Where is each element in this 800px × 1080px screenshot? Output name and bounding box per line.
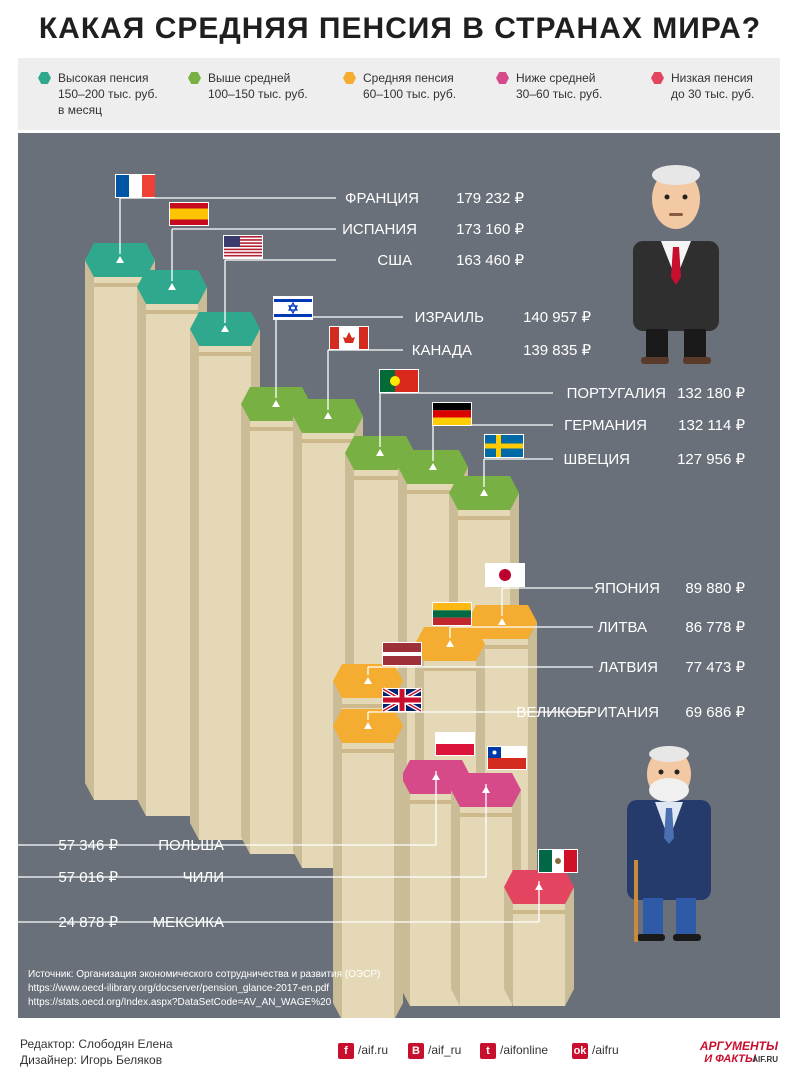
country-label: ИСПАНИЯ [342, 221, 417, 238]
page-title: КАКАЯ СРЕДНЯЯ ПЕНСИЯ В СТРАНАХ МИРА? [38, 12, 762, 45]
value-label: 173 160 ₽ [456, 221, 524, 238]
flag-icon [329, 326, 369, 350]
country-label: ФРАНЦИЯ [345, 190, 419, 207]
hexagon-icon [651, 72, 664, 84]
value-label: 69 686 ₽ [685, 704, 745, 721]
country-label: ВЕЛИКОБРИТАНИЯ [516, 704, 659, 721]
value-label: 57 016 ₽ [58, 869, 118, 886]
social-link[interactable]: t/aifonline [480, 1043, 548, 1061]
pension-chart: ФРАНЦИЯ 179 232 ₽ ИСПАНИЯ 173 160 ₽ США 163 4… [18, 165, 745, 1018]
country-label: ПОРТУГАЛИЯ [567, 385, 666, 402]
country-label: МЕКСИКА [153, 914, 224, 931]
hexagon-icon [496, 72, 509, 84]
aif-logo: АРГУМЕНТЫ И ФАКТЫ AIF.RU [699, 1039, 779, 1065]
flag-icon [484, 434, 524, 458]
source-line-3: https://stats.oecd.org/Index.aspx?DataSe… [28, 997, 332, 1008]
flag-icon [382, 642, 422, 666]
source-note: Источник: Организация экономического сот… [28, 968, 728, 1010]
value-label: 139 835 ₽ [523, 342, 591, 359]
svg-text:И ФАКТЫ: И ФАКТЫ [704, 1053, 757, 1065]
legend-item: Ниже средней 30–60 тыс. руб. [496, 70, 602, 102]
editor-credit: Редактор: Слободян Елена [20, 1037, 173, 1051]
flag-icon [485, 563, 525, 587]
credits: Редактор: Слободян Елена Дизайнер: Игорь… [20, 1036, 173, 1068]
social-link[interactable]: В/aif_ru [408, 1043, 461, 1061]
legend-item: Низкая пенсия до 30 тыс. руб. [651, 70, 754, 102]
ok-icon: ok [572, 1043, 588, 1059]
country-label: ИЗРАИЛЬ [415, 309, 484, 326]
value-label: 24 878 ₽ [58, 914, 118, 931]
facebook-icon: f [338, 1043, 354, 1059]
flag-icon [115, 174, 155, 198]
value-label: 89 880 ₽ [685, 580, 745, 597]
chart-panel: ФРАНЦИЯ 179 232 ₽ ИСПАНИЯ 173 160 ₽ США 163 4… [18, 133, 780, 1018]
flag-icon [379, 369, 419, 393]
twitter-icon: t [480, 1043, 496, 1059]
flag-icon [169, 202, 209, 226]
hexagon-icon [188, 72, 201, 84]
value-label: 163 460 ₽ [456, 252, 524, 269]
pensioner-illustration [627, 746, 711, 942]
flag-icon [273, 296, 313, 320]
flag-icon [223, 235, 263, 259]
svg-text:АРГУМЕНТЫ: АРГУМЕНТЫ [699, 1039, 779, 1053]
value-label: 86 778 ₽ [685, 619, 745, 636]
flag-icon [381, 687, 423, 713]
country-label: ЯПОНИЯ [594, 580, 660, 597]
country-label: ШВЕЦИЯ [564, 451, 630, 468]
social-link[interactable]: ok/aifru [572, 1043, 619, 1059]
flag-icon [435, 732, 475, 756]
flag-icon [432, 602, 472, 626]
country-label: ЛИТВА [598, 619, 647, 636]
value-label: 132 180 ₽ [677, 385, 745, 402]
value-label: 179 232 ₽ [456, 190, 524, 207]
flag-icon [487, 746, 527, 770]
source-line-2: https://www.oecd-ilibrary.org/docserver/… [28, 983, 330, 994]
designer-credit: Дизайнер: Игорь Беляков [20, 1053, 163, 1067]
country-label: ГЕРМАНИЯ [564, 417, 647, 434]
value-label: 140 957 ₽ [523, 309, 591, 326]
pensioner-illustration [633, 165, 719, 364]
country-label: ПОЛЬША [158, 837, 224, 854]
legend-item: Выше средней 100–150 тыс. руб. [188, 70, 308, 102]
value-label: 132 114 ₽ [678, 417, 745, 434]
country-label: ЧИЛИ [183, 869, 224, 886]
flag-icon [432, 402, 472, 426]
legend-item: Средняя пенсия 60–100 тыс. руб. [343, 70, 456, 102]
value-label: 127 956 ₽ [677, 451, 745, 468]
value-label: 77 473 ₽ [685, 659, 745, 676]
country-label: ЛАТВИЯ [599, 659, 658, 676]
pension-column [333, 709, 403, 1018]
svg-text:AIF.RU: AIF.RU [752, 1055, 778, 1064]
legend-item: Высокая пенсия 150–200 тыс. руб. в месяц [38, 70, 158, 118]
hexagon-icon [343, 72, 356, 84]
flag-icon [538, 849, 578, 873]
social-link[interactable]: f/aif.ru [338, 1043, 388, 1061]
hexagon-icon [38, 72, 51, 84]
vk-icon: В [408, 1043, 424, 1059]
source-line-1: Источник: Организация экономического сот… [28, 969, 381, 980]
country-label: США [377, 252, 412, 269]
legend: Высокая пенсия 150–200 тыс. руб. в месяц Вы… [18, 58, 780, 130]
value-label: 57 346 ₽ [58, 837, 118, 854]
country-label: КАНАДА [412, 342, 472, 359]
